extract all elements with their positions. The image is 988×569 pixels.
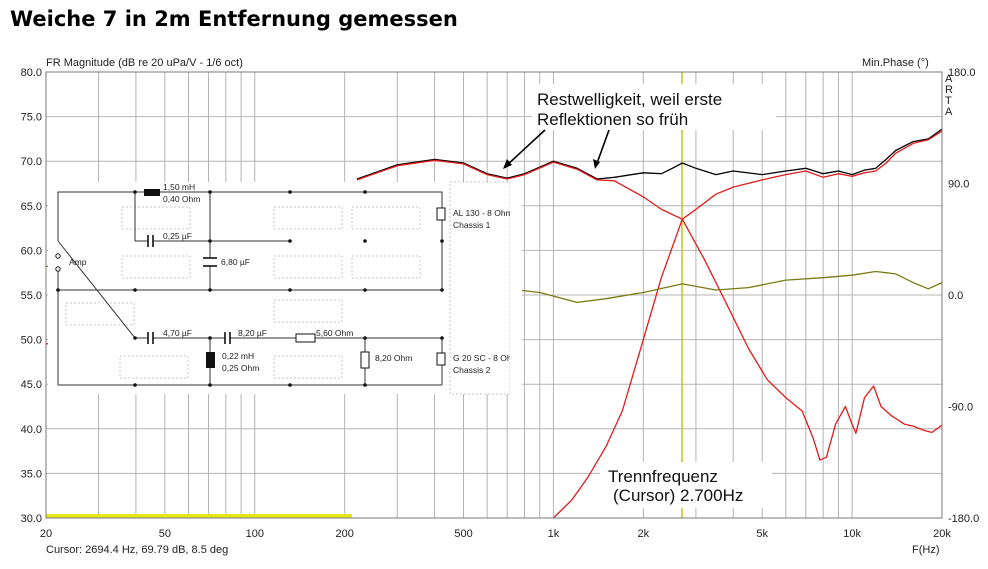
annotation-box [532,84,776,130]
y-tick-label: 40.0 [21,424,42,436]
brand-letter: T [945,95,952,107]
annotation-arrow [595,129,610,167]
component-label: 0,25 Ohm [222,363,259,373]
x-tick-label: 1k [548,528,560,540]
chassis1-model: AL 130 - 8 Ohm [453,208,513,218]
annotation-box [600,462,772,508]
series-line-0 [356,128,943,180]
arta-logo: A R T A [945,73,953,118]
arrow-head [593,159,600,169]
page-title: Weiche 7 in 2m Entfernung gemessen [10,7,458,31]
y-tick-label: 60.0 [21,245,42,257]
x-tick-label: 10k [843,528,861,540]
x-tick-label: 500 [454,528,472,540]
x-tick-label: 5k [756,528,768,540]
phase-axis-header: Min.Phase (°) [862,57,929,69]
chassis1-label: Chassis 1 [453,220,491,230]
crossover-schematic: Amp 1,50 mH 0,40 Ohm 0,25 µF 6,80 µF 4,7… [48,181,522,395]
y-tick-label: 75.0 [21,112,42,124]
y-tick-label: 50.0 [21,335,42,347]
component-label: 5,60 Ohm [316,328,353,338]
schematic-panel [48,182,510,394]
amp-label: Amp [69,257,87,267]
phase-tick-label: -90.0 [948,402,973,414]
component-label: 8,20 Ohm [375,353,412,363]
phase-axis-ticks: 180.0 90.0 0.0 -90.0 -180.0 [948,67,979,525]
annotation-text: (Cursor) 2.700Hz [613,486,743,505]
component-label: 0,22 mH [222,351,254,361]
annotation-text: Restwelligkeit, weil erste [537,90,722,109]
y-tick-label: 65.0 [21,201,42,213]
component-label: 4,70 µF [163,328,192,338]
magnitude-axis-header: FR Magnitude (dB re 20 uPa/V - 1/6 oct) [46,57,243,69]
x-tick-label: 20 [40,528,52,540]
arrow-head [503,159,512,169]
phase-tick-label: -180.0 [948,513,979,525]
chassis2-model: G 20 SC - 8 Ohm [453,353,519,363]
y-tick-label: 80.0 [21,67,42,79]
component-label: 8,20 µF [238,328,267,338]
series-line-3 [552,218,943,519]
component-label: 0,25 µF [163,231,192,241]
brand-letter: A [945,73,953,85]
y-tick-label: 35.0 [21,468,42,480]
plot-border [45,71,943,519]
y-axis-ticks: 30.0 35.0 40.0 45.0 50.0 55.0 60.0 65.0 70.0 75.0… [21,67,42,525]
y-tick-label: 30.0 [21,513,42,525]
annotation-text: Reflektionen so früh [537,110,688,129]
annotation-arrow [505,129,546,167]
annotation-text: Trennfrequenz [608,467,718,486]
component-label: 0,40 Ohm [163,194,200,204]
x-tick-label: 2k [638,528,650,540]
x-axis-ticks: 20 50 100 200 500 1k 2k 5k 10k 20k [40,528,951,540]
x-tick-label: 20k [933,528,951,540]
series-line-1 [356,130,943,220]
x-tick-label: 200 [335,528,353,540]
phase-tick-label: 0.0 [948,290,963,302]
brand-letter: A [945,106,953,118]
x-tick-label: 50 [159,528,171,540]
component-label: 6,80 µF [221,257,250,267]
phase-tick-label: 180.0 [948,67,976,79]
x-tick-label: 100 [246,528,264,540]
brand-letter: R [945,84,953,96]
crossover-annotation: Trennfrequenz (Cursor) 2.700Hz [600,462,772,508]
ripple-annotation: Restwelligkeit, weil erste Reflektionen … [503,84,776,169]
schematic-parts [55,189,446,387]
component-label: 1,50 mH [163,182,195,192]
chassis2-label: Chassis 2 [453,365,491,375]
x-axis-label: F(Hz) [912,544,940,556]
y-tick-label: 45.0 [21,379,42,391]
y-tick-label: 55.0 [21,290,42,302]
phase-tick-label: 90.0 [948,179,969,191]
y-tick-label: 70.0 [21,156,42,168]
analysis-range-bar [46,514,352,518]
cursor-readout: Cursor: 2694.4 Hz, 69.79 dB, 8.5 deg [46,544,228,556]
